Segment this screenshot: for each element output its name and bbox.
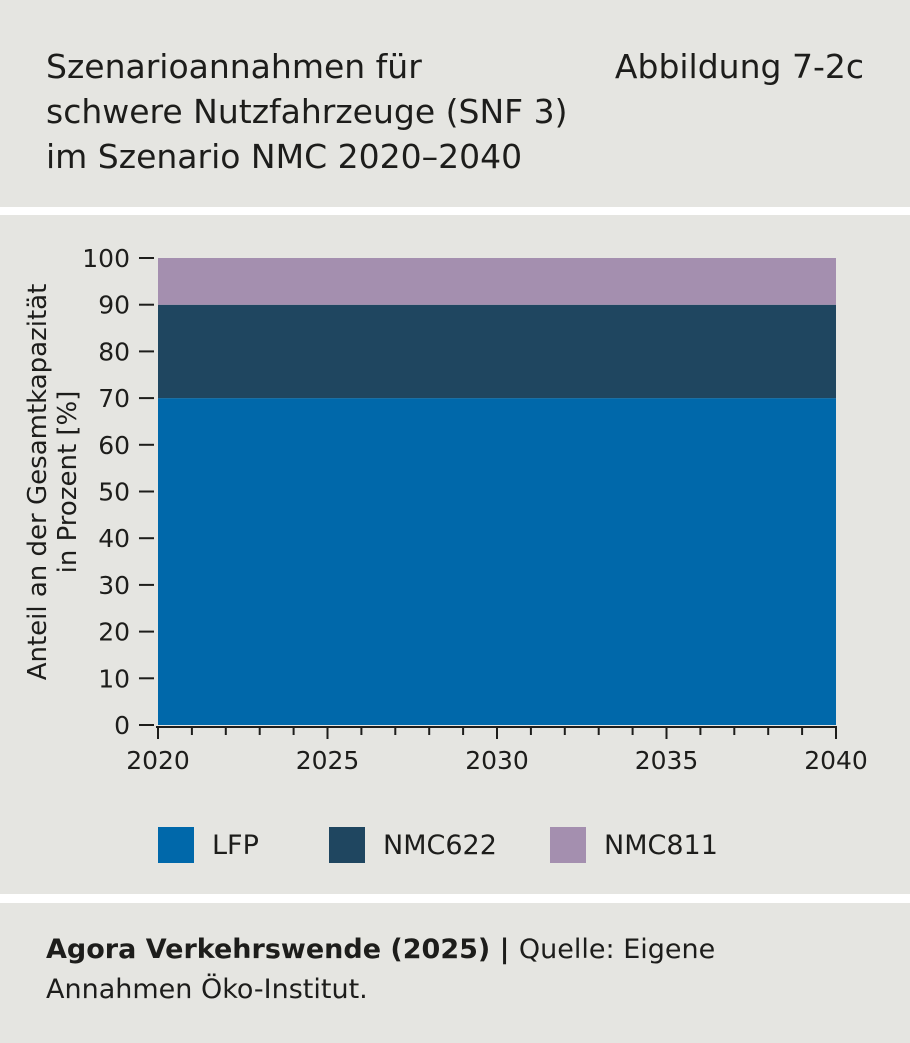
chart-title: Szenarioannahmen für schwere Nutzfahrzeu…	[46, 47, 568, 176]
header: Szenarioannahmen für schwere Nutzfahrzeu…	[0, 0, 910, 207]
divider	[0, 894, 910, 903]
figure-number: Abbildung 7-2c	[614, 47, 864, 86]
x-tick-label: 2040	[804, 746, 868, 775]
publisher: Agora Verkehrswende (2025)	[46, 934, 491, 965]
y-tick-label: 0	[114, 711, 130, 740]
y-tick-label: 100	[82, 244, 130, 273]
legend-swatch-nmc811	[550, 827, 586, 863]
y-tick-label: 30	[98, 571, 130, 600]
legend-label-nmc811: NMC811	[604, 829, 718, 861]
y-axis-ticks: 0 10 20 30 40 50 60 70 80 90 100	[82, 244, 154, 740]
divider	[0, 207, 910, 215]
y-axis-label-line-2: in Prozent [%]	[53, 391, 83, 574]
legend: LFP NMC622 NMC811	[0, 825, 910, 865]
y-tick-label: 60	[98, 431, 130, 460]
y-tick-label: 80	[98, 337, 130, 366]
y-tick-label: 50	[98, 478, 130, 507]
x-tick-label: 2035	[635, 746, 699, 775]
legend-item-nmc811: NMC811	[550, 825, 718, 865]
y-tick-label: 90	[98, 291, 130, 320]
area-nmc811	[158, 258, 836, 305]
y-tick-label: 70	[98, 384, 130, 413]
legend-item-lfp: LFP	[158, 825, 259, 865]
x-tick-label: 2025	[296, 746, 360, 775]
x-tick-label: 2030	[465, 746, 529, 775]
legend-item-nmc622: NMC622	[329, 825, 497, 865]
plot-areas	[158, 258, 836, 725]
legend-label-nmc622: NMC622	[383, 829, 497, 861]
legend-label-lfp: LFP	[212, 829, 259, 861]
y-tick-label: 40	[98, 524, 130, 553]
footer-separator: |	[490, 934, 519, 965]
y-tick-label: 10	[98, 664, 130, 693]
area-nmc622	[158, 304, 836, 399]
y-axis-label-line-1: Anteil an der Gesamtkapazität	[23, 284, 53, 681]
footer: Agora Verkehrswende (2025) | Quelle: Eig…	[46, 930, 866, 1010]
x-tick-label: 2020	[126, 746, 190, 775]
legend-swatch-lfp	[158, 827, 194, 863]
y-tick-label: 20	[98, 618, 130, 647]
source-note: Quelle: Eigene Annahmen Öko-Institut.	[46, 934, 716, 1005]
legend-swatch-nmc622	[329, 827, 365, 863]
area-lfp	[158, 398, 836, 725]
x-axis-ticks: 2020 2025 2030 2035 2040	[126, 727, 868, 775]
